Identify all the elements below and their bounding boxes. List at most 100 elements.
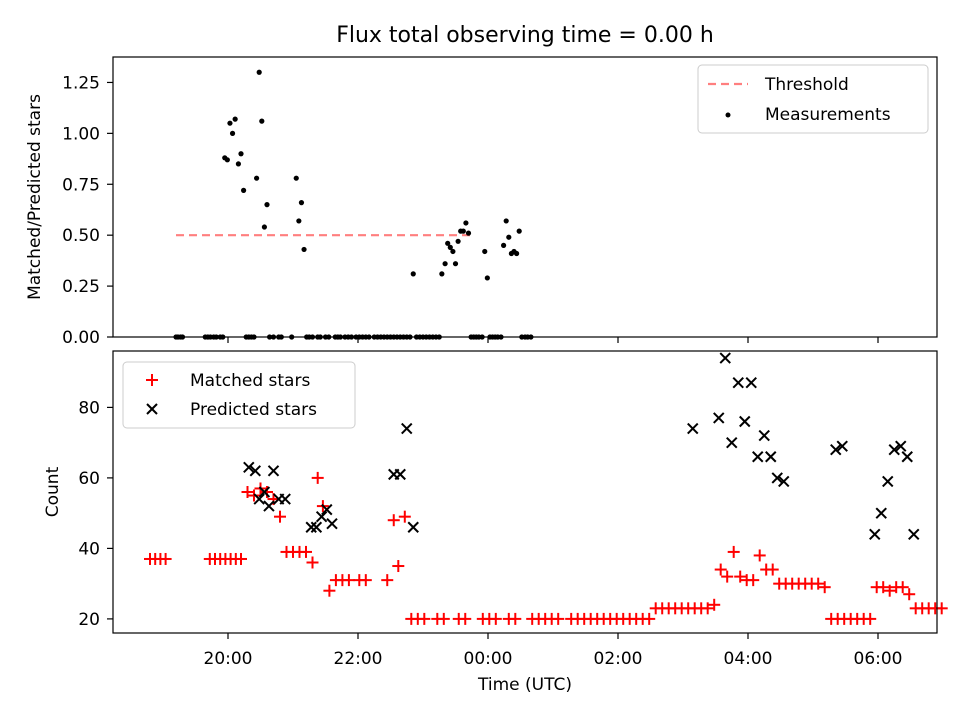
matched-star-point [721, 570, 734, 583]
matched-star-point [714, 563, 727, 576]
matched-star-point [812, 577, 825, 590]
matched-star-point [877, 581, 890, 594]
predicted-star-point [732, 377, 744, 389]
predicted-star-point [888, 443, 900, 456]
bottom-y-tick-label: 40 [78, 539, 100, 559]
measurement-point [447, 244, 453, 250]
bottom-x-tick-label: 06:00 [854, 649, 903, 669]
matched-star-point [509, 612, 522, 625]
matched-star-point [727, 545, 740, 558]
predicted-star-point [882, 475, 894, 488]
bottom-x-tick-label: 02:00 [594, 649, 643, 669]
top-y-tick-label: 1.25 [62, 73, 100, 93]
predicted-legend-marker [146, 403, 158, 415]
top-plot-frame [112, 56, 938, 338]
bottom-x-tick-label: 04:00 [724, 649, 773, 669]
measurements-legend-marker [725, 112, 731, 118]
measurement-point [514, 250, 520, 257]
predicted-star-point [279, 493, 291, 505]
measurement-point [224, 157, 230, 163]
predicted-star-point [315, 510, 328, 523]
predicted-star-point [908, 528, 920, 541]
matched-star-point [359, 574, 372, 587]
matched-star-point [235, 552, 247, 565]
bottom-legend: Matched stars Predicted stars [122, 361, 356, 429]
predicted-star-point [713, 412, 725, 424]
predicted-star-point [836, 440, 848, 452]
predicted-star-point [745, 377, 757, 389]
top-panel: Flux total observing time = 0.00 h Match… [25, 23, 938, 348]
bottom-y-tick-label: 60 [78, 469, 100, 489]
predicted-star-point [758, 429, 770, 442]
measurement-point [452, 261, 459, 267]
matched-star-point [248, 489, 260, 502]
matched-star-point [342, 574, 355, 587]
matched-star-point [701, 602, 714, 615]
matched-legend-marker [146, 374, 158, 386]
measurement-point [460, 228, 466, 234]
top-y-tick-label: 0.00 [62, 328, 100, 348]
predicted-star-point [778, 475, 790, 488]
matched-star-point [766, 563, 779, 576]
top-y-tick-label: 0.25 [62, 277, 100, 297]
bottom-x-tick-label: 22:00 [334, 649, 383, 669]
measurement-point [501, 242, 507, 248]
matched-star-point [489, 612, 502, 625]
bottom-x-ticks: 20:00 22:00 00:00 02:00 04:00 06:00 [204, 633, 903, 669]
bottom-x-axis-label: Time (UTC) [477, 675, 572, 695]
measurement-point [465, 230, 472, 236]
matched-star-point [734, 570, 747, 583]
matched-star-point [398, 510, 411, 523]
measurement-point [296, 218, 302, 224]
measurement-point [227, 120, 233, 126]
predicted-star-point [249, 465, 262, 477]
predicted-star-point [739, 415, 751, 428]
predicted-star-point [726, 436, 738, 449]
measurement-point [232, 116, 238, 122]
matched-star-point [753, 549, 766, 562]
matched-star-point [818, 581, 831, 594]
predicted-star-point [719, 352, 731, 364]
matched-star-point [552, 612, 565, 625]
bottom-y-ticks: 20 40 60 80 [78, 398, 113, 630]
matched-star-point [274, 510, 286, 523]
bottom-y-tick-label: 80 [78, 398, 100, 418]
bottom-y-axis-label: Count [43, 466, 63, 517]
top-y-tick-label: 0.50 [62, 226, 100, 246]
bottom-y-tick-label: 20 [78, 610, 100, 630]
predicted-star-point [771, 472, 783, 484]
top-legend: Threshold Measurements [697, 64, 929, 134]
predicted-legend-label: Predicted stars [190, 400, 317, 420]
predicted-star-point [901, 451, 913, 463]
measurement-point [229, 130, 236, 136]
matched-legend-label: Matched stars [190, 371, 310, 391]
matched-star-point [643, 612, 656, 625]
measurement-point [264, 202, 270, 208]
bottom-legend-box [122, 361, 356, 429]
measurement-point [256, 69, 262, 75]
measurement-point [241, 187, 247, 193]
bottom-panel: Count Time (UTC) 20 40 60 80 20:00 22:00 00:0… [43, 350, 948, 695]
predicted-star-point [258, 486, 271, 498]
top-y-axis-label: Matched/Predicted stars [25, 94, 45, 300]
predicted-star-point [253, 493, 265, 505]
measurement-point [516, 228, 522, 234]
measurement-point [455, 238, 461, 244]
bottom-x-tick-label: 20:00 [204, 649, 253, 669]
measurement-point [463, 220, 469, 226]
top-legend-box [697, 64, 929, 134]
top-chart-title: Flux total observing time = 0.00 h [336, 23, 714, 48]
measurement-point [254, 175, 260, 181]
measurements-legend-label: Measurements [765, 105, 891, 125]
predicted-star-point [765, 451, 777, 463]
matched-star-point [159, 552, 172, 565]
measurement-point [238, 151, 244, 157]
measurement-point [445, 240, 451, 246]
predicted-star-point [830, 443, 842, 456]
matched-star-point [300, 545, 312, 558]
predicted-star-point [869, 528, 881, 541]
matched-star-point [708, 598, 721, 611]
predicted-star-point [310, 521, 323, 533]
matched-star-point [387, 514, 400, 527]
